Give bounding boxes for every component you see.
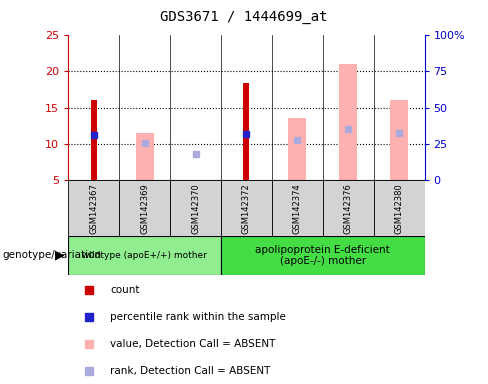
Bar — [91, 100, 97, 180]
Bar — [170, 180, 221, 236]
Bar — [136, 133, 154, 180]
Text: genotype/variation: genotype/variation — [2, 250, 102, 260]
Bar — [221, 236, 425, 275]
Text: GSM142374: GSM142374 — [293, 183, 302, 234]
Text: ▶: ▶ — [55, 249, 64, 262]
Text: percentile rank within the sample: percentile rank within the sample — [110, 312, 286, 322]
Text: apolipoprotein E-deficient
(apoE-/-) mother: apolipoprotein E-deficient (apoE-/-) mot… — [255, 245, 390, 266]
Text: wildtype (apoE+/+) mother: wildtype (apoE+/+) mother — [82, 251, 207, 260]
Bar — [390, 100, 408, 180]
Text: GSM142372: GSM142372 — [242, 183, 251, 234]
Text: GSM142370: GSM142370 — [191, 183, 200, 234]
Text: value, Detection Call = ABSENT: value, Detection Call = ABSENT — [110, 339, 276, 349]
Text: count: count — [110, 285, 140, 295]
Bar — [244, 83, 249, 180]
Text: GSM142376: GSM142376 — [344, 183, 353, 234]
Bar — [374, 180, 425, 236]
Bar — [119, 180, 170, 236]
Text: GSM142367: GSM142367 — [89, 183, 98, 234]
Bar — [288, 118, 306, 180]
Bar — [272, 180, 323, 236]
Bar — [339, 64, 357, 180]
Bar — [323, 180, 374, 236]
Text: rank, Detection Call = ABSENT: rank, Detection Call = ABSENT — [110, 366, 270, 376]
Text: GSM142380: GSM142380 — [395, 183, 404, 234]
Text: GSM142369: GSM142369 — [140, 183, 149, 234]
Text: GDS3671 / 1444699_at: GDS3671 / 1444699_at — [160, 10, 328, 24]
Bar — [68, 180, 119, 236]
Bar — [68, 236, 221, 275]
Bar — [221, 180, 272, 236]
